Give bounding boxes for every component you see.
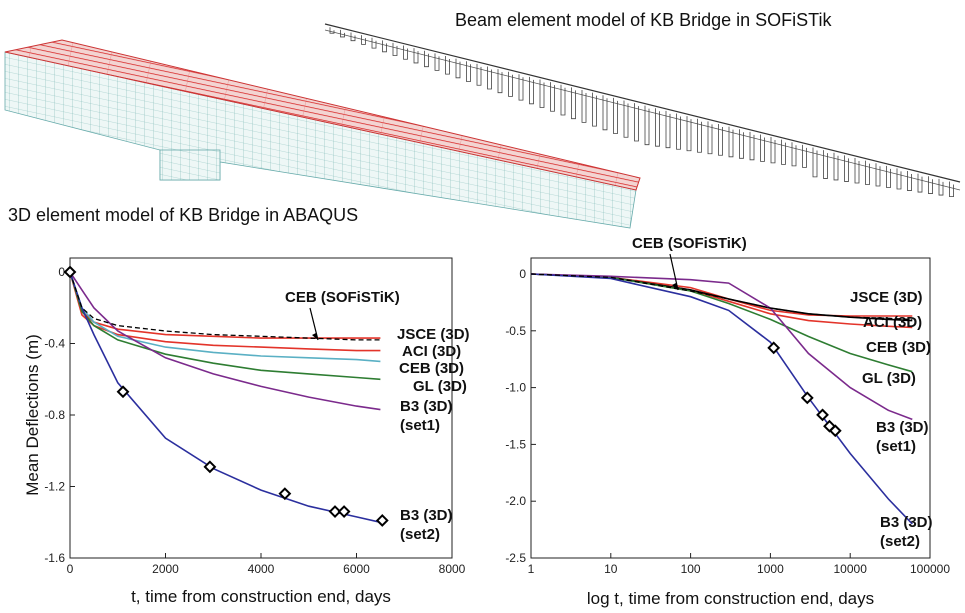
x-tick-label: 100 — [681, 562, 701, 576]
hanger — [855, 158, 859, 183]
hanger — [803, 145, 807, 168]
x-axis-label: t, time from construction end, days — [131, 587, 391, 606]
measured-point — [65, 267, 75, 277]
y-tick-label: -0.8 — [44, 408, 65, 422]
hanger — [404, 46, 408, 60]
hanger — [488, 66, 492, 89]
series-label: JSCE (3D) — [850, 289, 923, 306]
x-tick-label: 100000 — [910, 562, 950, 576]
hanger — [708, 121, 712, 153]
hanger — [834, 153, 838, 180]
hanger — [887, 166, 891, 188]
y-tick-label: -2.0 — [505, 494, 526, 508]
x-tick-label: 0 — [67, 562, 74, 576]
hanger — [750, 132, 754, 160]
y-tick-label: -2.5 — [505, 551, 526, 565]
hanger — [540, 80, 544, 108]
hanger — [876, 163, 880, 186]
series-line — [531, 274, 912, 524]
hanger — [456, 59, 460, 78]
y-tick-label: -1.0 — [505, 381, 526, 395]
annotation: CEB (SOFiSTiK) — [285, 289, 400, 306]
x-tick-label: 6000 — [343, 562, 370, 576]
series-label: GL (3D) — [862, 370, 916, 387]
caption: Beam element model of KB Bridge in SOFiS… — [455, 10, 832, 30]
x-tick-label: 8000 — [439, 562, 466, 576]
hanger — [813, 148, 817, 177]
hanger — [530, 77, 534, 104]
hanger — [519, 74, 523, 100]
hanger — [845, 155, 849, 181]
hanger — [393, 43, 397, 56]
measured-point — [118, 387, 128, 397]
hanger — [477, 64, 481, 85]
y-tick-label: -0.4 — [44, 337, 65, 351]
hanger — [719, 124, 723, 155]
hanger — [824, 150, 828, 178]
hanger — [782, 140, 786, 165]
x-tick-label: 10000 — [834, 562, 868, 576]
series-line — [70, 272, 380, 361]
caption: 3D element model of KB Bridge in ABAQUS — [8, 205, 358, 225]
measured-point — [377, 515, 387, 525]
hanger — [446, 56, 450, 74]
series-label: JSCE (3D) — [397, 326, 470, 343]
hanger — [509, 72, 513, 97]
x-tick-label: 1 — [528, 562, 535, 576]
series-label: ACI (3D) — [402, 343, 461, 360]
series-label: B3 (3D)(set2) — [880, 514, 933, 550]
y-tick-label: -1.5 — [505, 437, 526, 451]
hanger — [792, 142, 796, 166]
hanger — [771, 137, 775, 163]
hanger — [950, 182, 954, 197]
hanger — [414, 48, 418, 63]
annotation: CEB (SOFiSTiK) — [632, 235, 747, 252]
y-tick-label: -1.2 — [44, 480, 65, 494]
hanger — [918, 174, 922, 192]
hanger — [425, 51, 429, 67]
hanger — [551, 82, 555, 111]
hanger — [939, 179, 943, 195]
hanger — [729, 127, 733, 157]
y-tick-label: -1.6 — [44, 551, 65, 565]
hanger — [761, 134, 765, 161]
pier — [160, 150, 220, 180]
figure: Beam element model of KB Bridge in SOFiS… — [0, 0, 965, 613]
series-line — [70, 272, 380, 522]
page: {"captions": {"beam": "Beam element mode… — [0, 0, 965, 613]
hanger — [341, 30, 345, 37]
hanger — [435, 53, 439, 70]
x-tick-label: 1000 — [757, 562, 784, 576]
hanger — [897, 168, 901, 189]
y-tick-label: -0.5 — [505, 324, 526, 338]
hanger — [866, 161, 870, 185]
model-images — [5, 24, 960, 228]
x-axis-label: log t, time from construction end, days — [587, 589, 874, 608]
hanger — [929, 176, 933, 193]
series-label: GL (3D) — [413, 378, 467, 395]
series-label: B3 (3D)(set1) — [876, 419, 929, 455]
series-label: CEB (3D) — [866, 339, 931, 356]
y-tick-label: 0 — [519, 267, 526, 281]
series-label: CEB (3D) — [399, 360, 464, 377]
hanger — [498, 69, 502, 93]
x-tick-label: 10 — [604, 562, 618, 576]
series-label: ACI (3D) — [863, 314, 922, 331]
hanger — [467, 61, 471, 81]
hanger — [740, 129, 744, 158]
hanger — [908, 171, 912, 191]
hanger — [383, 40, 387, 52]
x-tick-label: 2000 — [152, 562, 179, 576]
x-tick-label: 4000 — [248, 562, 275, 576]
y-axis-label: Mean Deflections (m) — [23, 334, 42, 496]
series-label: B3 (3D)(set2) — [400, 507, 453, 543]
series-label: B3 (3D)(set1) — [400, 398, 453, 434]
